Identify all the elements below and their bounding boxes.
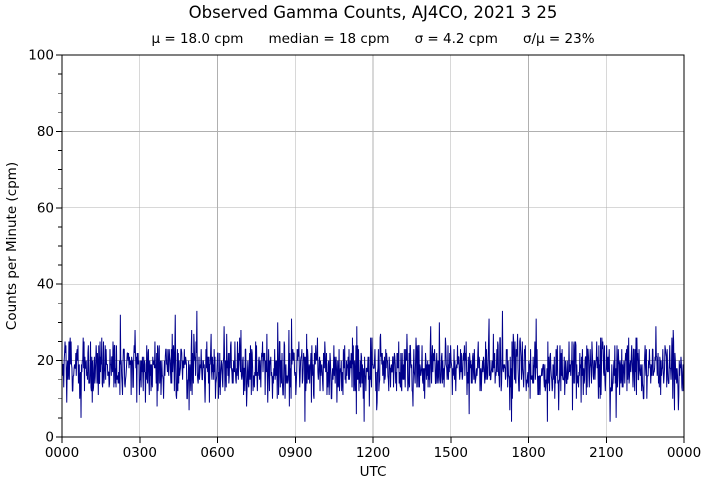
y-tick-label: 60: [37, 200, 54, 216]
y-tick-label: 80: [37, 124, 54, 140]
x-tick-label: 0000: [45, 445, 79, 461]
x-axis-label: UTC: [360, 464, 387, 480]
data-layer: [61, 310, 685, 422]
stat-mean: μ = 18.0 cpm: [151, 31, 244, 47]
counts-line-series: [61, 310, 685, 422]
stat-sigma: σ = 4.2 cpm: [414, 31, 498, 47]
grid-layer: [62, 55, 684, 437]
stat-median: median = 18 cpm: [268, 31, 390, 47]
chart-subtitle: μ = 18.0 cpm median = 18 cpm σ = 4.2 cpm…: [62, 31, 684, 47]
x-tick-label: 0600: [200, 445, 234, 461]
stat-sigma-over-mean: σ/μ = 23%: [522, 31, 595, 47]
y-tick-label: 100: [28, 48, 54, 64]
y-tick-label: 40: [37, 277, 54, 293]
y-tick-label: 0: [45, 430, 54, 446]
axes-layer: 0000 0300 0600 0900 1200 1500 1800 2100 00000204…: [28, 48, 701, 462]
y-axis-label: Counts per Minute (cpm): [4, 162, 20, 330]
x-tick-label: 0000: [667, 445, 701, 461]
x-tick-label: 0900: [278, 445, 312, 461]
x-tick-label: 1500: [434, 445, 468, 461]
x-tick-label: 0300: [123, 445, 157, 461]
x-tick-label: 1200: [356, 445, 390, 461]
y-tick-label: 20: [37, 353, 54, 369]
x-tick-label: 1800: [511, 445, 545, 461]
x-tick-label: 2100: [589, 445, 623, 461]
chart-title: Observed Gamma Counts, AJ4CO, 2021 3 25: [188, 3, 558, 22]
